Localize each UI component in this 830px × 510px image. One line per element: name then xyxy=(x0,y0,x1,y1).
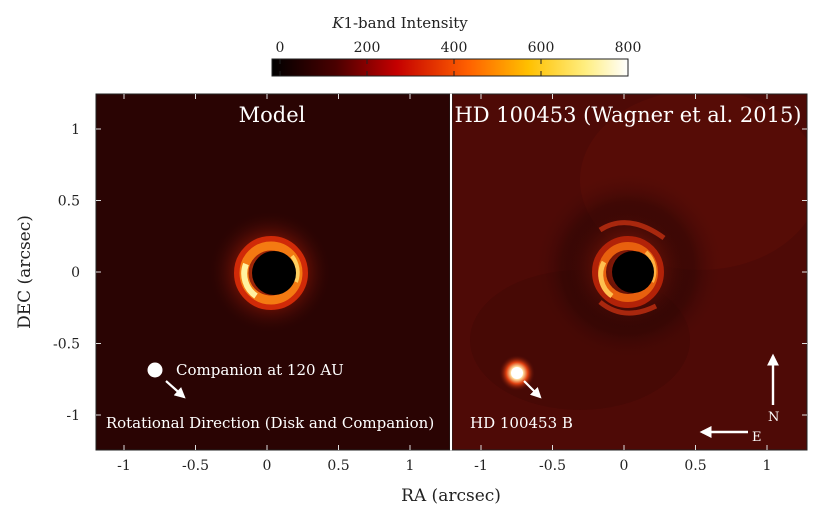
x-tick-label: -0.5 xyxy=(182,458,209,474)
y-tick-label: -1 xyxy=(66,408,80,424)
x-tick-label: 0.5 xyxy=(684,458,706,474)
colorbar-tick-label: 800 xyxy=(615,40,642,56)
colorbar: K1-band Intensity 0 200 400 600 800 xyxy=(271,14,642,77)
colorbar-tick-label: 600 xyxy=(528,40,555,56)
model-companion-label: Companion at 120 AU xyxy=(176,361,344,379)
x-tick-label: 1 xyxy=(406,458,415,474)
axis-ticks: -1 -0.5 0 0.5 1 -1 -0.5 0 0.5 1 1 0.5 0 -0.5 -1 xyxy=(53,94,807,474)
model-direction-arrow xyxy=(165,380,186,399)
obs-spiral-arm-north xyxy=(598,220,666,241)
x-tick-label: -1 xyxy=(474,458,488,474)
north-label: N xyxy=(768,410,779,425)
model-direction-label: Rotational Direction (Disk and Companion… xyxy=(106,414,434,432)
y-axis-label: DEC (arcsec) xyxy=(15,215,35,329)
x-tick-label: 0 xyxy=(620,458,629,474)
colorbar-tick-label: 400 xyxy=(441,40,468,56)
y-tick-label: 0.5 xyxy=(58,194,80,210)
obs-companion-core xyxy=(511,367,523,379)
y-tick-label: 1 xyxy=(71,122,80,138)
colorbar-label-rest: 1-band Intensity xyxy=(343,14,468,32)
panel-obs-title: HD 100453 (Wagner et al. 2015) xyxy=(454,103,801,127)
x-tick-label: -1 xyxy=(117,458,131,474)
obs-coronagraph-mask xyxy=(612,251,654,293)
x-tick-label: 1 xyxy=(763,458,772,474)
y-tick-label: -0.5 xyxy=(53,337,80,353)
colorbar-gradient xyxy=(271,58,629,77)
colorbar-label: K1-band Intensity xyxy=(331,14,468,32)
y-tick-label: 0 xyxy=(71,265,80,281)
obs-direction-arrow xyxy=(523,380,542,399)
obs-disk-bright-arc-2 xyxy=(644,250,657,283)
obs-companion-label: HD 100453 B xyxy=(470,414,573,432)
x-tick-label: -0.5 xyxy=(539,458,566,474)
panel-model-title: Model xyxy=(239,103,306,127)
x-tick-label: 0 xyxy=(263,458,272,474)
panel-observation xyxy=(452,94,807,450)
panel-model xyxy=(96,94,450,450)
x-tick-label: 0.5 xyxy=(327,458,349,474)
colorbar-tick-label: 200 xyxy=(354,40,381,56)
model-coronagraph-mask xyxy=(252,251,296,295)
colorbar-ticks: 0 200 400 600 800 xyxy=(276,40,642,76)
obs-spiral-arm-south xyxy=(598,300,658,316)
model-disk-bright-arc xyxy=(241,262,258,299)
east-label: E xyxy=(752,430,762,445)
model-companion-dot xyxy=(147,362,163,378)
colorbar-tick-label: 0 xyxy=(276,40,285,56)
x-axis-label: RA (arcsec) xyxy=(401,486,501,506)
model-disk-bright-arc-2 xyxy=(290,254,300,283)
colorbar-label-symbol: K xyxy=(331,14,344,32)
obs-disk-bright-arc xyxy=(598,260,614,299)
